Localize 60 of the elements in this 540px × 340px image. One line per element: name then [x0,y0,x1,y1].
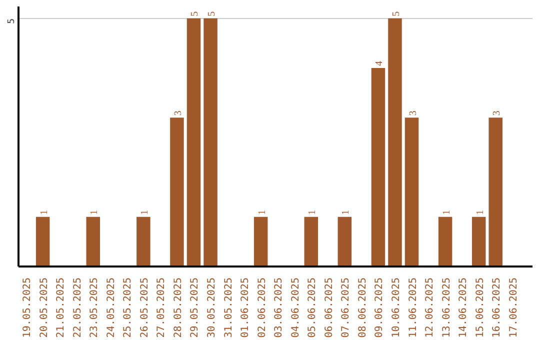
bar [86,216,100,266]
x-tick-label: 08.06.2025 [357,277,368,338]
x-tick-label: 30.05.2025 [206,277,218,338]
data-label: 1 [307,210,318,215]
data-label: 1 [256,210,268,215]
bar [304,216,318,266]
x-tick-label: 10.06.2025 [390,277,402,338]
bar [36,216,50,266]
x-tick-label: 23.05.2025 [89,277,100,338]
bar [438,216,452,266]
x-tick-label: 11.06.2025 [408,277,419,338]
data-label: 5 [190,11,201,16]
x-tick-label: 24.05.2025 [106,277,117,338]
data-label: 5 [206,11,218,16]
data-label: 3 [408,110,419,116]
data-label: 4 [374,61,386,66]
x-tick-label: 17.06.2025 [508,277,520,338]
bar [488,118,502,266]
bar [204,18,218,266]
x-tick-label: 25.05.2025 [122,277,134,338]
x-tick-label: 26.05.2025 [139,277,150,338]
bar [388,18,402,266]
x-tick-label: 14.06.2025 [458,277,470,338]
x-tick-label: 07.06.2025 [340,277,352,338]
x-tick-label: 29.05.2025 [190,277,201,338]
x-tick-label: 03.06.2025 [274,277,285,338]
x-tick-label: 16.06.2025 [492,277,503,338]
x-tick-label: 15.06.2025 [474,277,486,338]
data-label: 3 [492,110,503,116]
data-label: 1 [38,210,50,215]
bar [404,118,419,266]
bar [186,18,201,266]
x-tick-label: 28.05.2025 [172,277,184,338]
data-label: 1 [474,210,486,215]
x-tick-label: 20.05.2025 [38,277,50,338]
bar [371,68,386,266]
x-tick-label: 01.06.2025 [240,277,252,338]
x-tick-label: 06.06.2025 [324,277,335,338]
bar [170,118,184,266]
x-tick-label: 21.05.2025 [56,277,67,338]
x-tick-label: 09.06.2025 [374,277,386,338]
data-label: 3 [172,110,184,116]
x-tick-label: 04.06.2025 [290,277,302,338]
bar [338,216,352,266]
data-label: 1 [139,210,150,215]
bar [136,216,150,266]
x-tick-label: 12.06.2025 [424,277,436,338]
bar [254,216,268,266]
x-tick-label: 22.05.2025 [72,277,84,338]
data-label: 1 [340,210,352,215]
x-tick-label: 19.05.2025 [22,277,34,338]
x-tick-label: 02.06.2025 [256,277,268,338]
data-label: 5 [390,11,402,16]
bar [472,216,486,266]
data-label: 1 [441,210,452,215]
x-tick-label: 27.05.2025 [156,277,168,338]
data-label: 1 [89,210,100,215]
x-tick-label: 05.06.2025 [307,277,318,338]
x-tick-label: 31.05.2025 [223,277,234,338]
x-tick-label: 13.06.2025 [441,277,452,338]
